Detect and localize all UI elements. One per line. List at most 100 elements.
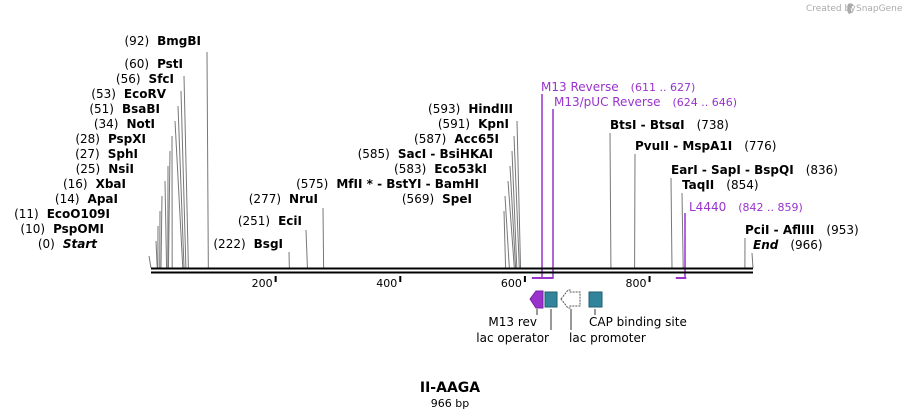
site-label[interactable]: EarI - SapI - BspQI (836) xyxy=(671,163,838,177)
site-noti[interactable]: (34) NotI xyxy=(94,117,155,131)
site-label[interactable]: (583) Eco53kI xyxy=(394,162,487,176)
site-name: BtsI - BtsαI xyxy=(610,118,685,132)
site-leader-line xyxy=(155,240,158,269)
site-eari-sapi-bspqi[interactable]: EarI - SapI - BspQI (836) xyxy=(671,163,838,177)
site-saci-bsihkai[interactable]: (585) SacI - BsiHKAI xyxy=(358,147,493,161)
site-ecii[interactable]: (251) EciI xyxy=(238,214,302,228)
primer-l4440[interactable]: L4440 (842 .. 859) xyxy=(675,200,803,279)
site-label[interactable]: (56) SfcI xyxy=(116,72,174,86)
site-leader-line xyxy=(670,177,673,269)
site-leader-line xyxy=(507,180,515,269)
site-position: (0) xyxy=(38,237,55,251)
primer-name: M13 Reverse xyxy=(541,80,619,94)
snapgene-logo-icon xyxy=(847,3,854,15)
site-label[interactable]: (10) PspOMI xyxy=(20,222,104,236)
site-leader-line xyxy=(513,135,520,269)
site-label[interactable]: (575) MfII * - BstYI - BamHI xyxy=(296,177,479,191)
site-nsii[interactable]: (25) NsiI xyxy=(76,162,134,176)
site-pspomi[interactable]: (10) PspOMI xyxy=(20,222,104,236)
site-label[interactable]: TaqII (854) xyxy=(682,178,759,192)
site-start[interactable]: (0) Start xyxy=(38,237,98,251)
site-label[interactable]: (14) ApaI xyxy=(55,192,118,206)
site-name: NsiI xyxy=(108,162,134,176)
site-label[interactable]: End (966) xyxy=(753,238,823,252)
site-label[interactable]: (0) Start xyxy=(38,237,98,251)
site-position: (16) xyxy=(63,177,88,191)
site-btsi-bts-i[interactable]: BtsI - BtsαI (738) xyxy=(610,118,729,132)
site-bsgi[interactable]: (222) BsgI xyxy=(213,237,283,251)
site-label[interactable]: (585) SacI - BsiHKAI xyxy=(358,147,493,161)
site-nrui[interactable]: (277) NruI xyxy=(249,192,318,206)
site-eco53ki[interactable]: (583) Eco53kI xyxy=(394,162,487,176)
site-position: (277) xyxy=(249,192,281,206)
site-label[interactable]: (28) PspXI xyxy=(75,132,146,146)
primer-label[interactable]: M13/pUC Reverse (624 .. 646) xyxy=(554,95,737,109)
site-pspxi[interactable]: (28) PspXI xyxy=(75,132,146,146)
site-bmgbi[interactable]: (92) BmgBI xyxy=(125,34,202,48)
site-name: PspXI xyxy=(108,132,146,146)
site-hindiii[interactable]: (593) HindIII xyxy=(428,102,513,116)
site-apai[interactable]: (14) ApaI xyxy=(55,192,118,206)
axis-ticks: 200 400 600 800 xyxy=(252,276,651,290)
site-taqii[interactable]: TaqII (854) xyxy=(682,178,759,192)
site-end[interactable]: End (966) xyxy=(753,238,823,252)
site-leader-line xyxy=(516,120,522,269)
site-leader-line xyxy=(177,105,185,269)
snapgene-name: SnapGene xyxy=(856,4,903,14)
site-leader-line xyxy=(609,132,612,269)
site-label[interactable]: (569) SpeI xyxy=(402,192,472,206)
site-kpni[interactable]: (591) KpnI xyxy=(438,117,509,131)
site-mfii-bstyi-bamhi[interactable]: (575) MfII * - BstYI - BamHI xyxy=(296,177,479,191)
site-position: (854) xyxy=(726,178,758,192)
site-leader-line xyxy=(167,150,171,269)
site-pcii-afliii[interactable]: PciI - AflIII (953) xyxy=(745,223,859,237)
primer-label[interactable]: L4440 (842 .. 859) xyxy=(689,200,803,214)
site-acc65i[interactable]: (587) Acc65I xyxy=(414,132,499,146)
snapgene-brand: Created by SnapGene xyxy=(806,3,903,15)
site-label[interactable]: (591) KpnI xyxy=(438,117,509,131)
site-spei[interactable]: (569) SpeI xyxy=(402,192,472,206)
site-name: End xyxy=(753,238,779,252)
site-label[interactable]: (16) XbaI xyxy=(63,177,126,191)
site-pvuii-mspa1i[interactable]: PvuII - MspA1I (776) xyxy=(635,139,776,153)
m13-rev-arrow-icon[interactable] xyxy=(529,290,544,309)
primer-m13-reverse[interactable]: M13 Reverse (611 .. 627) xyxy=(531,80,695,279)
site-label[interactable]: (60) PstI xyxy=(124,57,183,71)
site-bsabi[interactable]: (51) BsaBI xyxy=(89,102,160,116)
site-label[interactable]: (34) NotI xyxy=(94,117,155,131)
site-leader-line xyxy=(511,150,518,269)
lac-operator-box[interactable] xyxy=(544,291,558,308)
site-label[interactable]: PvuII - MspA1I (776) xyxy=(635,139,776,153)
site-label[interactable]: (11) EcoO109I xyxy=(14,207,110,221)
feature-label-m13-rev: M13 rev xyxy=(488,315,537,329)
site-name: ApaI xyxy=(88,192,118,206)
site-name: BsaBI xyxy=(122,102,160,116)
site-label[interactable]: (222) BsgI xyxy=(213,237,283,251)
site-ecorv[interactable]: (53) EcoRV xyxy=(91,87,166,101)
site-label[interactable]: BtsI - BtsαI (738) xyxy=(610,118,729,132)
site-label[interactable]: (53) EcoRV xyxy=(91,87,166,101)
site-label[interactable]: (593) HindIII xyxy=(428,102,513,116)
site-xbai[interactable]: (16) XbaI xyxy=(63,177,126,191)
site-psti[interactable]: (60) PstI xyxy=(124,57,183,71)
site-name: XbaI xyxy=(96,177,126,191)
site-leader-line xyxy=(322,207,325,269)
site-position: (222) xyxy=(213,237,245,251)
site-position: (51) xyxy=(89,102,114,116)
site-sphi[interactable]: (27) SphI xyxy=(75,147,138,161)
site-label[interactable]: (251) EciI xyxy=(238,214,302,228)
site-label[interactable]: PciI - AflIII (953) xyxy=(745,223,859,237)
cap-binding-site-box[interactable] xyxy=(588,291,603,308)
site-label[interactable]: (92) BmgBI xyxy=(125,34,202,48)
site-label[interactable]: (25) NsiI xyxy=(76,162,134,176)
site-label[interactable]: (587) Acc65I xyxy=(414,132,499,146)
lac-promoter-arrow-icon[interactable] xyxy=(560,289,581,309)
site-position: (585) xyxy=(358,147,390,161)
site-label[interactable]: (27) SphI xyxy=(75,147,138,161)
primer-m13-puc-reverse[interactable]: M13/pUC Reverse (624 .. 646) xyxy=(539,95,737,279)
site-label[interactable]: (51) BsaBI xyxy=(89,102,160,116)
primer-label[interactable]: M13 Reverse (611 .. 627) xyxy=(541,80,695,94)
site-ecoo109i[interactable]: (11) EcoO109I xyxy=(14,207,110,221)
site-sfci[interactable]: (56) SfcI xyxy=(116,72,174,86)
site-label[interactable]: (277) NruI xyxy=(249,192,318,206)
